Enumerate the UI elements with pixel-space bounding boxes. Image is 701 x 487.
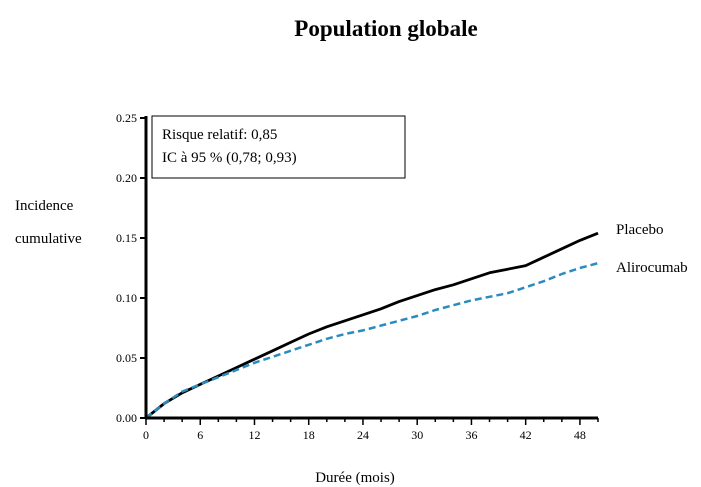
x-tick-label: 12 xyxy=(248,428,260,442)
annotation-box-border xyxy=(151,115,406,179)
axes-layer: 0.00 0.05 0.10 0.15 0.20 0.25 0 6 12 18 24 30 36 42 48 xyxy=(116,111,599,442)
x-tick-label: 42 xyxy=(520,428,532,442)
series-line-placebo xyxy=(145,231,599,420)
annotation-box: Risque relatif: 0,85 IC à 95 % (0,78; 0,… xyxy=(151,115,406,179)
series-layer xyxy=(145,231,599,420)
y-tick-label: 0.25 xyxy=(116,111,137,125)
annotation-line-ci: IC à 95 % (0,78; 0,93) xyxy=(162,150,297,166)
x-axis-label: Durée (mois) xyxy=(315,470,395,486)
x-tick-label: 0 xyxy=(143,428,149,442)
x-tick-label: 48 xyxy=(574,428,586,442)
series-label-alirocumab: Alirocumab xyxy=(616,260,688,276)
series-line-alirocumab xyxy=(145,261,599,419)
series-label-placebo: Placebo xyxy=(616,222,663,238)
x-tick-label: 24 xyxy=(357,428,369,442)
y-tick-label: 0.10 xyxy=(116,291,137,305)
x-tick-label: 6 xyxy=(197,428,203,442)
y-axis-label-line-2: cumulative xyxy=(15,231,82,247)
y-axis-label-line-1: Incidence xyxy=(15,198,74,214)
y-tick-label: 0.20 xyxy=(116,171,137,185)
x-tick-label: 36 xyxy=(465,428,477,442)
chart-title: Population globale xyxy=(294,16,477,41)
y-tick-label: 0.15 xyxy=(116,231,137,245)
x-tick-label: 18 xyxy=(303,428,315,442)
y-tick-label: 0.05 xyxy=(116,351,137,365)
annotation-line-risk: Risque relatif: 0,85 xyxy=(162,127,277,143)
y-tick-label: 0.00 xyxy=(116,411,137,425)
x-tick-label: 30 xyxy=(411,428,423,442)
